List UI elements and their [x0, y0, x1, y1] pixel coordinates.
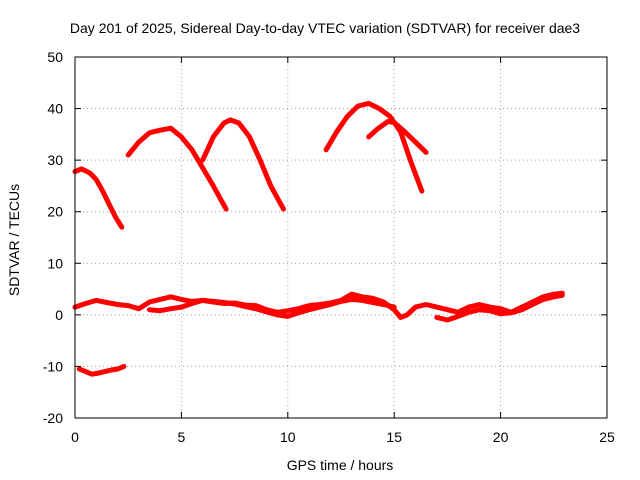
x-tick-labels: 0 5 10 15 20 25 — [71, 429, 615, 445]
x-tick-label: 10 — [280, 429, 296, 445]
x-tick-label: 15 — [386, 429, 402, 445]
plot-border — [74, 56, 608, 419]
x-tick-label: 20 — [493, 429, 509, 445]
x-tick-label: 0 — [71, 429, 79, 445]
y-tick-label: -20 — [43, 410, 63, 426]
y-tick-label: 10 — [47, 255, 63, 271]
series-arc-4 — [323, 100, 425, 194]
series-arc-3 — [200, 117, 286, 212]
series-layer — [72, 100, 565, 377]
y-tick-label: 0 — [55, 307, 63, 323]
series-arc-5 — [366, 119, 429, 155]
series-arc-8 — [434, 292, 565, 323]
y-tick-label: -10 — [43, 358, 63, 374]
y-axis-label: SDTVAR / TECUs — [6, 184, 22, 296]
y-tick-labels: -20 -10 0 10 20 30 40 50 — [43, 49, 63, 426]
series-arc-2 — [125, 125, 229, 212]
y-tick-label: 20 — [47, 204, 63, 220]
y-tick-label: 30 — [47, 152, 63, 168]
chart-title: Day 201 of 2025, Sidereal Day-to-day VTE… — [70, 20, 580, 36]
tick-marks — [74, 56, 608, 419]
y-tick-label: 40 — [47, 101, 63, 117]
series-arc-1 — [72, 166, 125, 230]
series-arc-7 — [147, 296, 397, 319]
series-arc-9 — [76, 363, 127, 377]
x-axis-label: GPS time / hours — [287, 457, 394, 473]
grid-lines — [75, 57, 607, 418]
x-tick-label: 25 — [599, 429, 615, 445]
x-tick-label: 5 — [178, 429, 186, 445]
y-tick-label: 50 — [47, 49, 63, 65]
